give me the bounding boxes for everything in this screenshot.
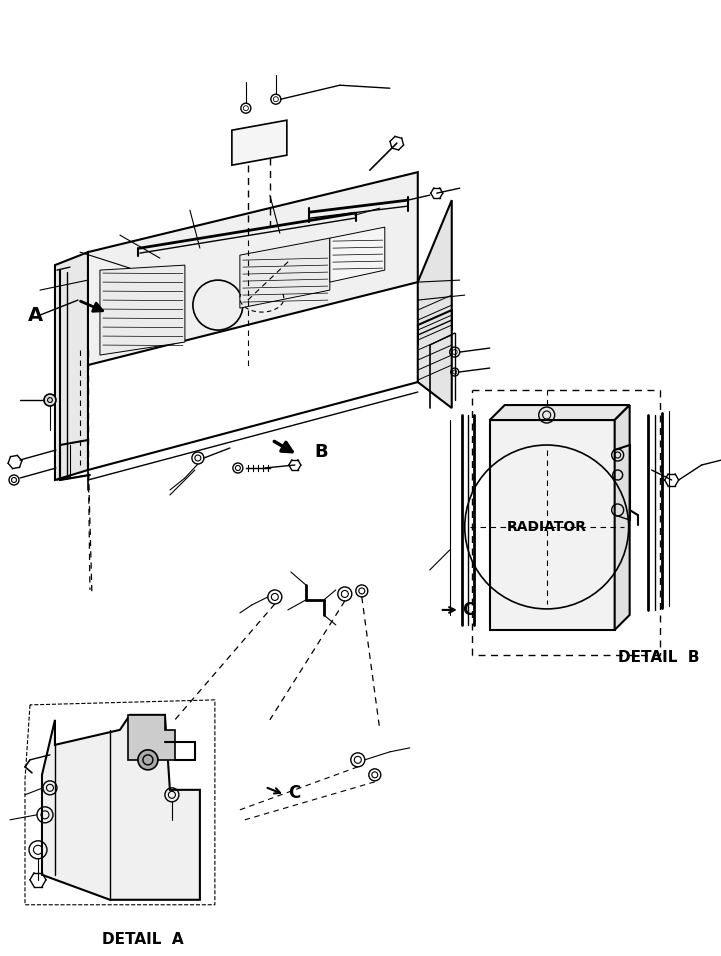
Polygon shape bbox=[55, 252, 88, 480]
Polygon shape bbox=[128, 715, 175, 760]
Polygon shape bbox=[490, 420, 615, 630]
Text: A: A bbox=[28, 306, 43, 325]
Polygon shape bbox=[615, 405, 629, 630]
Polygon shape bbox=[240, 238, 329, 308]
Text: C: C bbox=[461, 601, 474, 619]
Polygon shape bbox=[490, 405, 629, 420]
Text: DETAIL  A: DETAIL A bbox=[102, 932, 184, 947]
Polygon shape bbox=[100, 265, 185, 355]
Circle shape bbox=[44, 394, 56, 406]
Text: DETAIL  B: DETAIL B bbox=[618, 650, 699, 665]
Polygon shape bbox=[42, 715, 200, 900]
Polygon shape bbox=[329, 228, 385, 282]
Polygon shape bbox=[417, 200, 452, 408]
Polygon shape bbox=[88, 172, 417, 365]
Polygon shape bbox=[232, 120, 287, 165]
Circle shape bbox=[138, 750, 158, 770]
Text: C: C bbox=[288, 784, 300, 802]
Text: RADIATOR: RADIATOR bbox=[507, 520, 587, 534]
Text: B: B bbox=[315, 443, 329, 461]
